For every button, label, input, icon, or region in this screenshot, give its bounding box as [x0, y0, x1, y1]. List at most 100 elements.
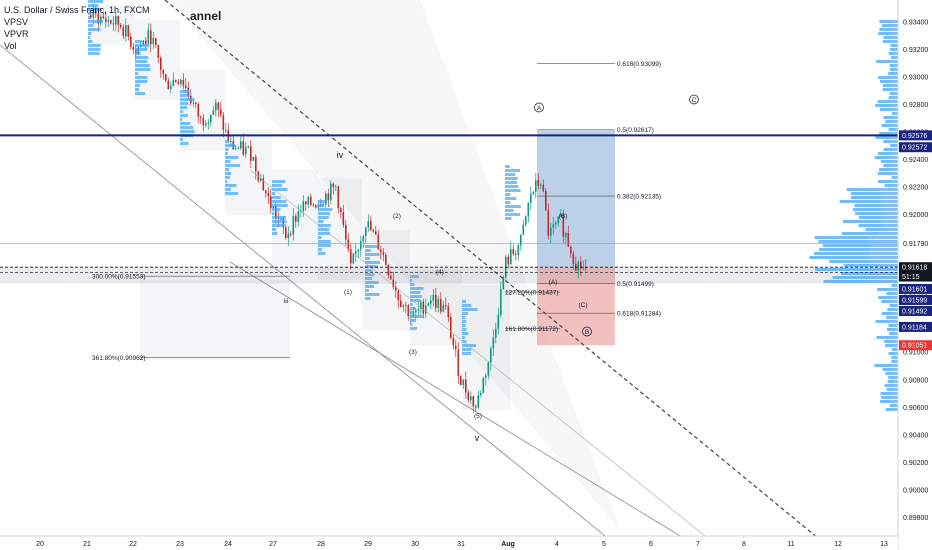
candle-body — [380, 249, 382, 253]
session-profile-bar — [135, 92, 146, 95]
candle-body — [275, 206, 277, 218]
candle-body — [377, 234, 380, 250]
candle-body — [125, 25, 127, 37]
session-profile-bar — [225, 160, 231, 163]
candle-body — [395, 286, 397, 291]
y-tick-label: 0.92800 — [903, 102, 928, 109]
candle-body — [402, 305, 405, 308]
session-profile-bar — [365, 269, 373, 272]
session-profile-bar — [365, 245, 379, 248]
candle-body — [455, 345, 457, 350]
candle-body — [102, 16, 105, 19]
vpvr-bar-up — [842, 220, 879, 223]
wave-label: B — [585, 329, 589, 336]
vpvr-bar-down — [893, 372, 898, 375]
price-badge-label: 0.92572 — [902, 145, 927, 152]
vpvr-bar-down — [893, 184, 898, 187]
vpvr-bar-up — [890, 44, 896, 47]
session-profile-bar — [462, 304, 472, 307]
vpvr-bar-down — [892, 40, 898, 43]
price-badge — [899, 130, 932, 141]
vpvr-bar-down — [891, 180, 898, 183]
candle-body — [430, 300, 432, 304]
session-profile-bar — [88, 24, 94, 27]
candle-body — [417, 309, 420, 311]
candle-body — [372, 230, 375, 232]
indicator-vpvr[interactable]: VPVR — [4, 29, 29, 39]
y-tick-label: 0.93400 — [903, 20, 928, 27]
vpvr-bar-up — [888, 352, 895, 355]
candle-body — [122, 27, 125, 37]
vpvr-bar-up — [874, 364, 890, 367]
session-profile-bar — [318, 200, 328, 203]
x-tick-label: 31 — [457, 541, 465, 548]
candle-body — [347, 239, 350, 250]
wave-label: (B) — [559, 213, 568, 220]
symbol-title[interactable]: U.S. Dollar / Swiss Franc, 1h, FXCM — [4, 5, 150, 15]
vpvr-bar-up — [882, 368, 893, 371]
x-tick-label: 6 — [649, 541, 653, 548]
session-profile-bar — [462, 340, 467, 343]
session-profile-bar — [272, 188, 288, 191]
candle-body — [165, 74, 167, 81]
candle-body — [375, 231, 377, 235]
vpvr-bar-down — [892, 124, 898, 127]
indicator-vpsv[interactable]: VPSV — [4, 17, 29, 27]
vpvr-bar-down — [878, 232, 898, 235]
vpvr-bar-up — [819, 248, 871, 251]
candle-body — [272, 206, 275, 209]
price-axis: 0.934000.932000.930000.928000.926000.924… — [897, 0, 932, 550]
candle-body — [270, 196, 272, 209]
session-profile-bar — [410, 295, 422, 298]
session-profile-bar — [225, 168, 230, 171]
session-profile-bar — [88, 40, 93, 43]
drawing-lines — [0, 0, 898, 549]
channel-mid-line — [249, 169, 721, 549]
y-tick-label: 0.93200 — [903, 47, 928, 54]
candle-body — [247, 146, 250, 148]
vpvr-bar-up — [890, 68, 896, 71]
session-profile-bar — [180, 122, 191, 125]
y-tick-label: 0.90400 — [903, 432, 928, 439]
session-profile-bar — [410, 323, 413, 326]
candle-body — [490, 348, 492, 363]
channel-fill — [170, 0, 720, 530]
indicator-vol[interactable]: Vol — [4, 41, 17, 51]
session-profile-bar — [318, 220, 324, 223]
session-profile-bar — [88, 48, 101, 51]
candle-body — [487, 362, 490, 376]
vpvr-bar-down — [884, 216, 898, 219]
session-profile-bar — [318, 252, 326, 255]
candle-body — [262, 178, 265, 191]
candle-body — [310, 196, 312, 205]
vpvr-bar-up — [881, 300, 893, 303]
candle-body — [92, 8, 95, 18]
session-profile-bar — [505, 173, 516, 176]
vpvr-bar-down — [895, 64, 898, 67]
candle-body — [512, 249, 515, 254]
candle-body — [325, 193, 327, 205]
vpvr-bar-up — [891, 56, 896, 59]
wave-circle — [689, 94, 699, 105]
session-profile-bar — [410, 327, 417, 330]
session-profile-bar — [462, 312, 468, 315]
vpvr-bar-down — [870, 240, 898, 243]
candle-body — [397, 290, 400, 301]
candle-body — [522, 224, 525, 235]
candle-body — [472, 396, 475, 407]
vpvr-bar-down — [879, 264, 898, 267]
vpvr-bar-down — [895, 112, 898, 115]
session-profile-bar — [88, 8, 102, 11]
candle-body — [440, 299, 442, 312]
channel-label: annel — [190, 9, 221, 23]
session-profile-bar — [365, 265, 378, 268]
candle-body — [340, 208, 342, 213]
session-profile-bar — [410, 299, 421, 302]
candle-body — [150, 30, 152, 44]
vpvr-bar-down — [895, 144, 898, 147]
vpvr-bar-up — [877, 172, 891, 175]
session-profile-bar — [135, 40, 142, 43]
price-badge — [899, 142, 932, 153]
session-profile-bar — [135, 52, 141, 55]
